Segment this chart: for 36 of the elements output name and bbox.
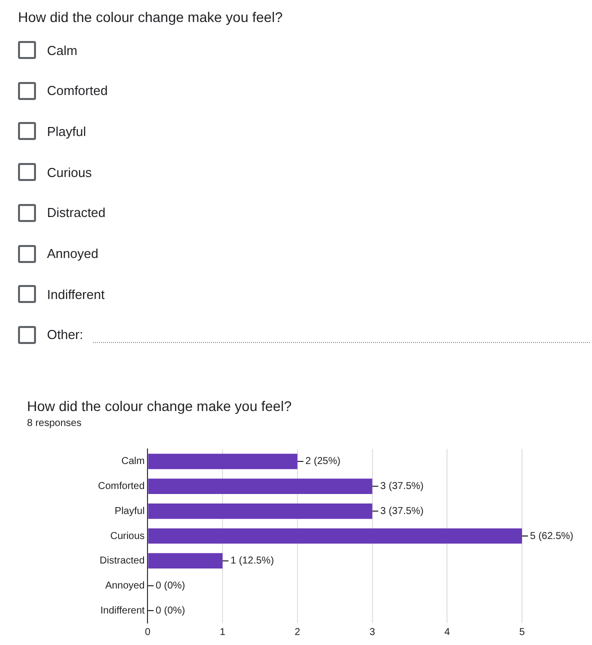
text: Comforted	[47, 83, 108, 98]
text: 8 responses	[27, 418, 82, 429]
bar	[148, 528, 522, 544]
text: Calm	[47, 42, 78, 58]
text: Playful	[47, 124, 86, 139]
data-label: 0 (0%)	[156, 580, 186, 592]
y-tick-label: Distracted	[100, 556, 145, 567]
data-label: 3 (37.5%)	[380, 506, 424, 517]
x-tick-label: 3	[369, 626, 376, 638]
bar	[148, 553, 223, 569]
text: Indifferent	[47, 286, 105, 302]
data-label: 1 (12.5%)	[230, 556, 274, 567]
data-label: 3 (37.5%)	[380, 481, 424, 492]
x-tick-label: 1	[220, 626, 226, 638]
y-tick-label: Indifferent	[100, 605, 145, 616]
y-tick-label: Playful	[114, 506, 145, 517]
text: How did the colour change make you feel?	[18, 9, 283, 25]
x-tick-label: 4	[444, 626, 450, 638]
data-label: 5 (62.5%)	[530, 530, 574, 542]
data-label: 0 (0%)	[156, 605, 186, 616]
chart-title: How did the colour change make you feel?	[27, 398, 292, 414]
text: Distracted	[47, 205, 106, 220]
y-tick-label: Annoyed	[105, 580, 145, 592]
y-tick-label: Comforted	[98, 481, 145, 492]
x-tick-label: 0	[144, 626, 151, 638]
y-tick-label: Calm	[121, 456, 145, 468]
bar	[148, 478, 372, 494]
bar	[148, 503, 372, 519]
x-tick-label: 5	[519, 626, 526, 638]
text: Annoyed	[47, 246, 98, 261]
data-label: 2 (25%)	[305, 456, 340, 468]
bar	[148, 454, 298, 470]
text: Other:	[47, 327, 84, 342]
y-tick-label: Curious	[110, 530, 145, 542]
text: Curious	[47, 164, 92, 180]
x-tick-label: 2	[294, 626, 301, 638]
